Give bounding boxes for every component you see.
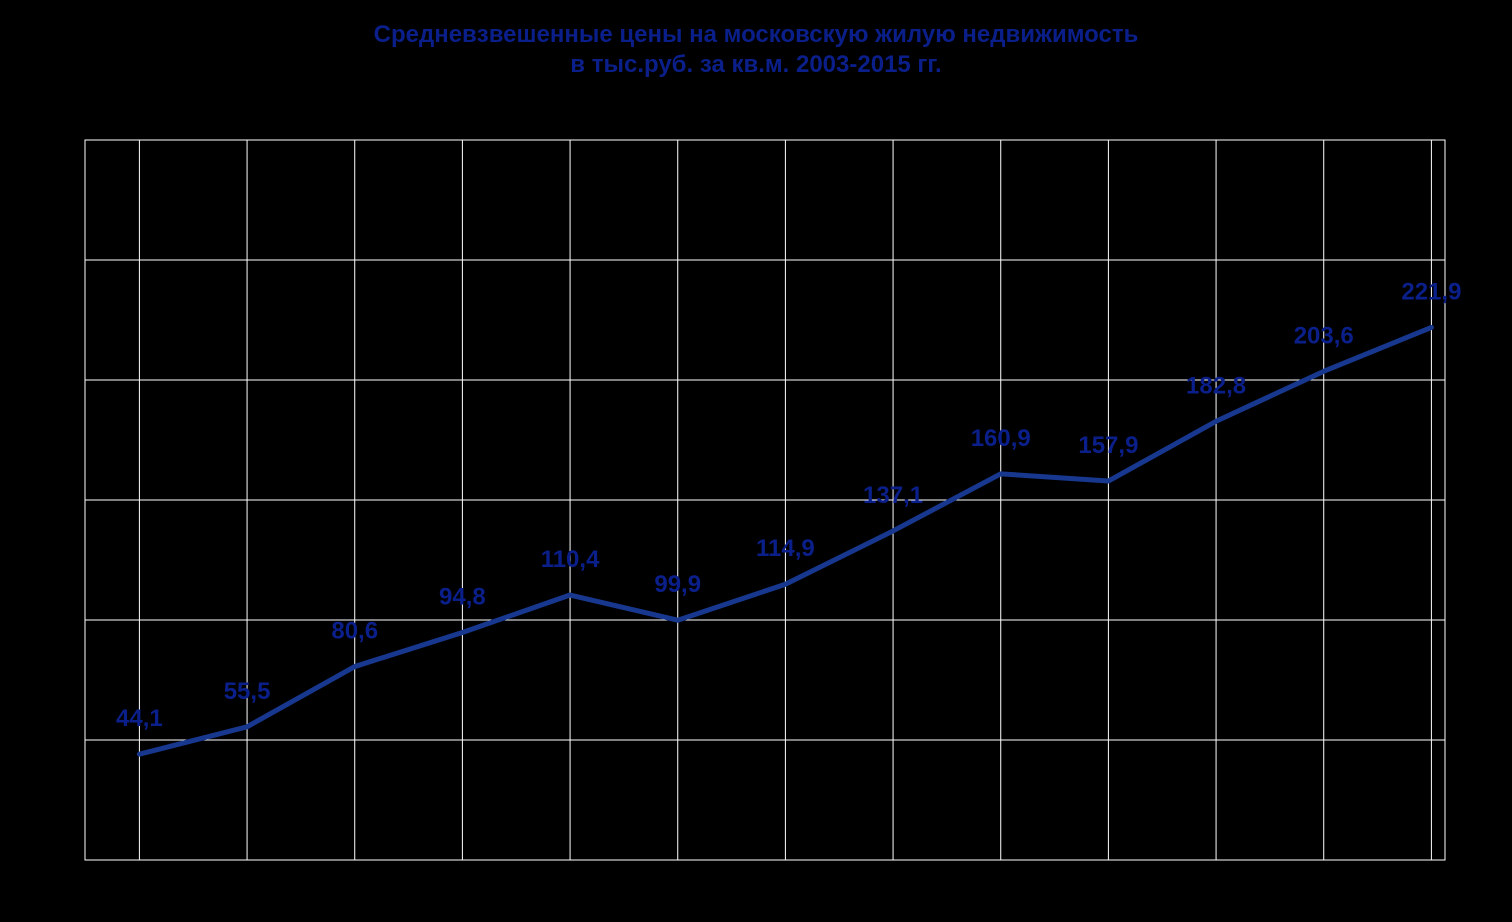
chart-title-line2: в тыс.руб. за кв.м. 2003-2015 гг. <box>0 50 1512 80</box>
data-label: 110,4 <box>541 546 600 573</box>
line-chart-svg: 44,1 55,5 80,6 94,8 110,4 99,9 114,9 137,1 160,9… <box>0 80 1512 922</box>
data-label: 94,8 <box>439 583 486 610</box>
data-label: 160,9 <box>971 425 1031 452</box>
data-label: 44,1 <box>116 705 163 732</box>
chart-title: Средневзвешенные цены на московскую жилу… <box>0 0 1512 80</box>
data-label: 55,5 <box>224 678 271 705</box>
chart-area: 44,1 55,5 80,6 94,8 110,4 99,9 114,9 137,1 160,9… <box>0 80 1512 922</box>
data-label: 157,9 <box>1078 432 1138 459</box>
data-label: 137,1 <box>863 482 923 509</box>
data-label: 99,9 <box>654 571 701 598</box>
data-label: 203,6 <box>1294 322 1354 349</box>
chart-title-line1: Средневзвешенные цены на московскую жилу… <box>0 20 1512 50</box>
data-label: 182,8 <box>1186 372 1246 399</box>
data-label: 221,9 <box>1401 278 1461 305</box>
data-label: 114,9 <box>756 535 815 562</box>
data-label: 80,6 <box>331 618 378 645</box>
